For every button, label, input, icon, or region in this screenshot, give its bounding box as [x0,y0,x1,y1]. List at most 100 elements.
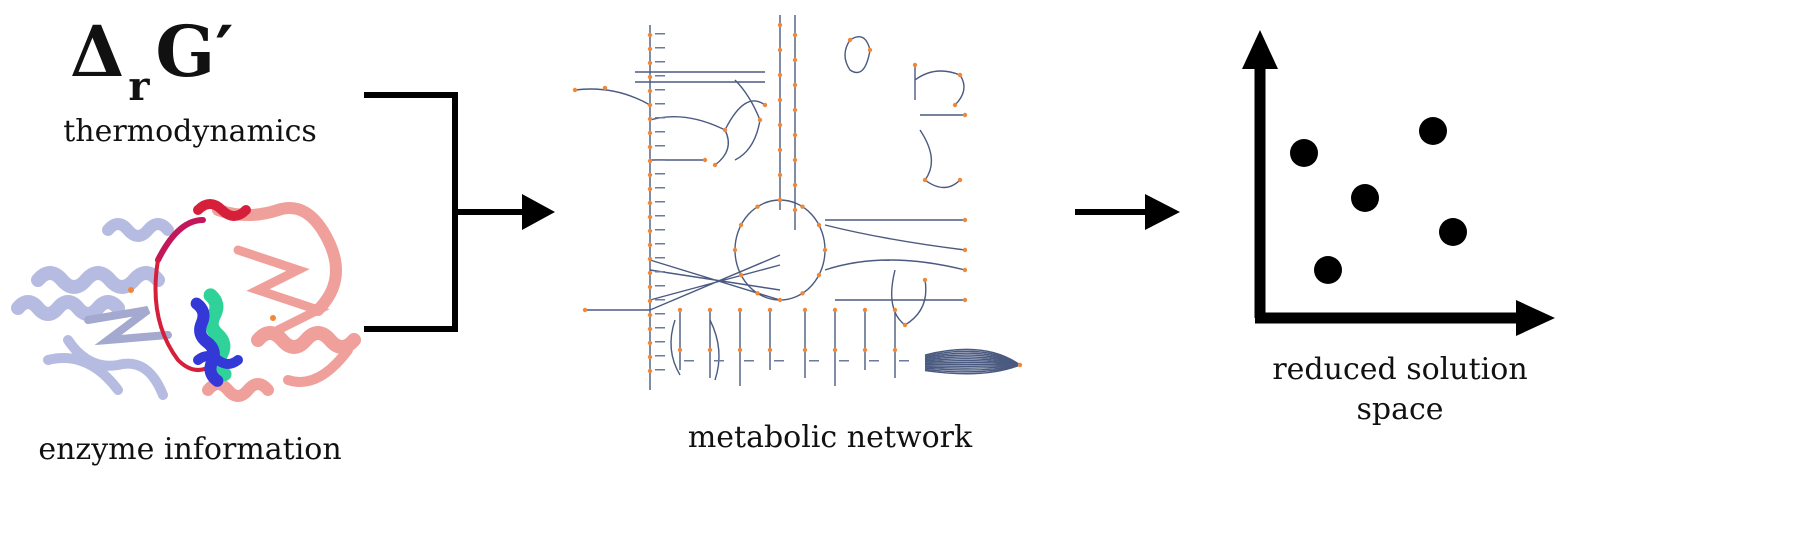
network-node [702,157,708,163]
network-label-mark [839,360,849,362]
network-label-mark [655,285,665,287]
network-node [957,177,963,183]
network-node [767,347,773,353]
network-node [922,177,928,183]
network-edge [919,114,965,189]
network-label-mark [655,75,665,77]
delta-symbol: Δ [70,10,125,93]
network-node [792,82,798,88]
network-label-mark [655,117,665,119]
network-label-mark [655,341,665,343]
network-node [677,347,683,353]
network-edge [670,319,681,376]
network-node [792,157,798,163]
network-node [647,284,653,290]
network-label-mark [655,355,665,357]
network-node [952,102,958,108]
network-edge [924,364,1021,375]
network-node [777,47,783,53]
network-edge [649,100,766,131]
network-node [647,116,653,122]
network-label-mark [655,229,665,231]
merge-bracket [364,92,458,332]
network-node [738,272,744,278]
network-node [922,277,928,283]
network-label-mark [714,360,724,362]
network-label-mark [655,173,665,175]
scatter-plot-icon [1242,30,1555,336]
network-node [647,200,653,206]
network-node [800,204,805,209]
plot-point [1439,218,1467,246]
network-label-mark [684,360,694,362]
network-node [792,207,798,213]
y-axis-arrow [1242,30,1278,69]
network-node [957,72,963,78]
output-arrow-head [1145,194,1180,230]
network-node [582,307,588,313]
network-node [792,32,798,38]
network-node [792,132,798,138]
network-node [647,256,653,262]
metabolic-network-label: metabolic network [687,420,973,455]
network-label-mark [655,257,665,259]
protein-structure-icon [11,199,361,402]
network-node [892,307,898,313]
network-node [707,307,713,313]
network-edge [914,65,965,106]
network-edge [824,259,966,301]
network-label-mark [655,145,665,147]
network-node [757,117,763,123]
network-node [847,37,853,43]
network-node [767,307,773,313]
network-label-mark [655,369,665,371]
network-label-mark [655,103,665,105]
network-node [1017,362,1023,368]
reduced-solution-label: reduced solution [1272,352,1528,387]
plot-point [1351,184,1379,212]
formula-subscript: r [128,63,150,110]
network-label-mark [655,271,665,273]
network-label-mark [655,131,665,133]
network-node [572,87,578,93]
network-node [832,307,838,313]
network-label-mark [774,360,784,362]
network-node [722,127,728,133]
network-node [738,222,744,228]
network-node [647,298,653,304]
network-node [737,307,743,313]
network-node [962,112,968,118]
network-node [755,291,760,296]
network-node [732,247,738,253]
network-node [647,270,653,276]
network-label-mark [655,313,665,315]
network-node [647,172,653,178]
network-edge [649,254,781,311]
network-node [962,247,968,253]
network-label-mark [655,299,665,301]
network-node [800,291,805,296]
network-node [737,347,743,353]
network-node [912,62,918,68]
network-node [647,312,653,318]
metabolic-network-icon [572,15,1023,390]
network-label-mark [869,360,879,362]
solution-space-label: space [1356,392,1444,427]
network-node [647,186,653,192]
network-node [647,158,653,164]
network-node [647,60,653,66]
merge-arrow-head [522,194,555,230]
network-edge [574,88,651,106]
network-node [647,130,653,136]
plot-point [1314,256,1342,284]
network-label-mark [744,360,754,362]
network-node [647,368,653,374]
network-label-mark [899,360,909,362]
plot-point [1419,117,1447,145]
x-axis-arrow [1516,300,1555,336]
network-edge [844,36,871,74]
network-node [647,340,653,346]
network-node [792,182,798,188]
network-edge [824,219,966,251]
